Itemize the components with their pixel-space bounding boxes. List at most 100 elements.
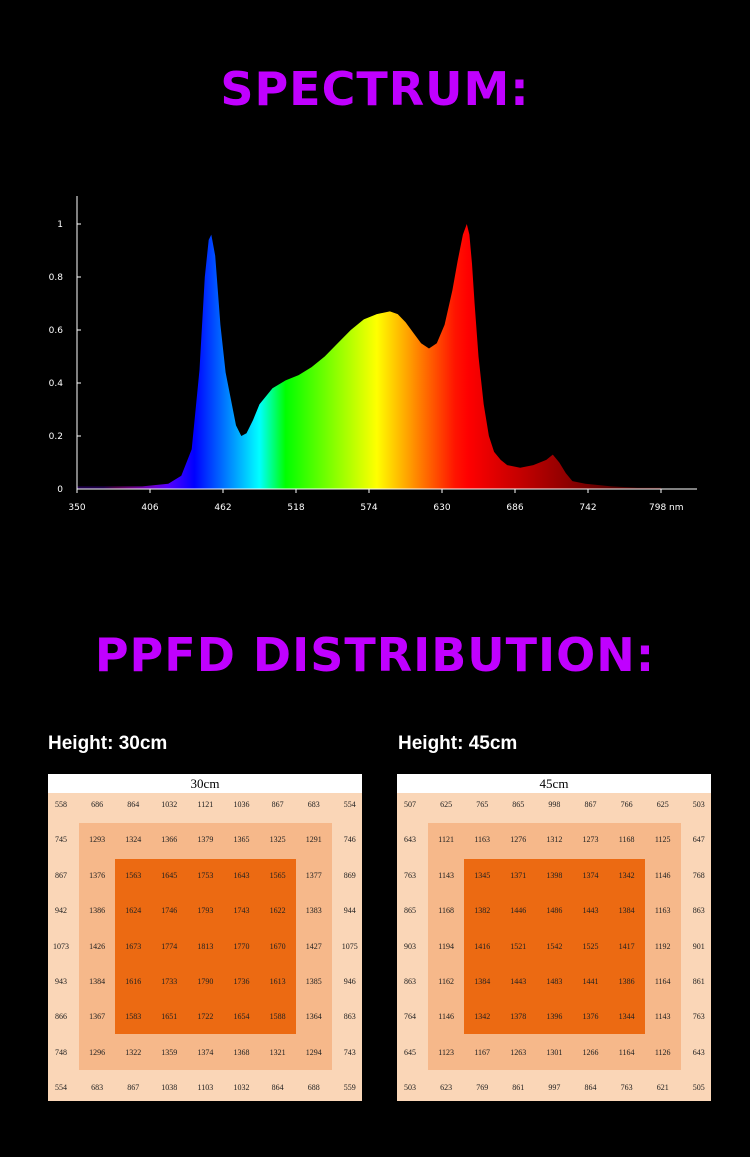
ppfd-cell: 1645 xyxy=(161,870,178,880)
ppfd-cell: 746 xyxy=(343,835,356,845)
ppfd-cell: 1126 xyxy=(654,1047,671,1057)
ppfd-grid-title: 45cm xyxy=(397,774,711,793)
ppfd-cell: 1416 xyxy=(474,941,491,951)
ppfd-cell: 861 xyxy=(692,977,705,986)
ppfd-cell: 643 xyxy=(404,835,416,845)
ppfd-cell: 763 xyxy=(692,1012,705,1022)
ppfd-cell: 1443 xyxy=(582,906,599,916)
ppfd-cell: 1163 xyxy=(474,835,491,845)
ppfd-cell: 1770 xyxy=(233,941,250,951)
ppfd-cell: 683 xyxy=(307,800,320,809)
ppfd-cell: 1417 xyxy=(618,941,635,951)
ppfd-cell: 867 xyxy=(55,870,67,880)
y-tick-label: 0.6 xyxy=(49,326,64,336)
ppfd-cell: 1374 xyxy=(582,870,599,880)
ppfd-cell: 998 xyxy=(548,800,561,809)
ppfd-cell: 559 xyxy=(343,1083,356,1093)
ppfd-cell: 1722 xyxy=(197,1012,214,1022)
ppfd-cell: 1194 xyxy=(438,941,454,951)
x-tick-label: 742 xyxy=(579,503,596,513)
ppfd-cell: 1325 xyxy=(269,835,286,845)
ppfd-cell: 1427 xyxy=(305,941,322,951)
ppfd-cell: 1746 xyxy=(161,906,178,916)
ppfd-cell: 1622 xyxy=(269,906,286,916)
ppfd-cell: 1396 xyxy=(546,1012,563,1022)
ppfd-cell: 1146 xyxy=(654,870,671,880)
ppfd-cell: 621 xyxy=(656,1083,669,1093)
ppfd-cell: 1296 xyxy=(89,1047,106,1057)
ppfd-cell: 1312 xyxy=(546,835,563,845)
ppfd-cell: 1324 xyxy=(125,835,142,845)
ppfd-cell: 869 xyxy=(343,870,356,880)
ppfd-cell: 1443 xyxy=(510,977,527,986)
ppfd-cell: 1441 xyxy=(582,977,599,986)
ppfd-cell: 1483 xyxy=(546,977,563,986)
ppfd-cell: 683 xyxy=(91,1083,104,1093)
ppfd-cell: 1790 xyxy=(197,977,214,986)
ppfd-cell: 1301 xyxy=(546,1047,563,1057)
ppfd-cell: 1384 xyxy=(89,977,106,986)
x-tick-label: 406 xyxy=(141,503,158,513)
ppfd-cell: 688 xyxy=(307,1083,320,1093)
ppfd-cell: 748 xyxy=(55,1047,67,1057)
ppfd-cell: 768 xyxy=(692,870,705,880)
ppfd-cell: 1446 xyxy=(510,906,527,916)
spectrum-chart: 0 0.2 0.4 0.6 0.8 1 350 406 462 518 574 630 686 742 79… xyxy=(49,196,697,513)
ppfd-cell: 1371 xyxy=(510,870,527,880)
ppfd-cell: 1167 xyxy=(474,1047,491,1057)
ppfd-cell: 997 xyxy=(548,1083,561,1093)
ppfd-cell: 1376 xyxy=(582,1012,599,1022)
ppfd-cell: 766 xyxy=(620,800,633,809)
ppfd-cell: 1293 xyxy=(89,835,106,845)
y-tick-label: 0.8 xyxy=(49,273,64,283)
y-tick-label: 0.2 xyxy=(49,432,63,442)
ppfd-cell: 1073 xyxy=(53,941,69,951)
ppfd-cell: 643 xyxy=(692,1047,705,1057)
ppfd-cell: 1276 xyxy=(510,835,527,845)
ppfd-cell: 1651 xyxy=(161,1012,178,1022)
ppfd-cell: 1643 xyxy=(233,870,250,880)
ppfd-cell: 1670 xyxy=(269,941,286,951)
ppfd-cell: 1386 xyxy=(618,977,635,986)
ppfd-core-zone xyxy=(115,858,296,1035)
ppfd-cell: 625 xyxy=(440,800,453,809)
x-tick-label: 350 xyxy=(68,503,85,513)
ppfd-cell: 864 xyxy=(271,1083,284,1093)
ppfd-cell: 1384 xyxy=(618,906,635,916)
ppfd-cell: 1398 xyxy=(546,870,563,880)
ppfd-cell: 1486 xyxy=(546,906,563,916)
x-tick-label: 574 xyxy=(360,503,377,513)
ppfd-cell: 865 xyxy=(512,800,525,809)
ppfd-cell: 863 xyxy=(343,1012,356,1022)
ppfd-cell: 1654 xyxy=(233,1012,250,1022)
ppfd-cell: 946 xyxy=(343,977,356,986)
ppfd-cell: 867 xyxy=(127,1083,140,1093)
ppfd-cell: 1121 xyxy=(197,800,214,809)
ppfd-cell: 554 xyxy=(343,800,356,809)
ppfd-cell: 765 xyxy=(476,800,489,809)
ppfd-cell: 1032 xyxy=(161,800,178,809)
ppfd-cell: 686 xyxy=(91,800,104,809)
ppfd-cell: 647 xyxy=(692,835,705,845)
ppfd-cell: 1624 xyxy=(125,906,142,916)
ppfd-cell: 1038 xyxy=(161,1083,178,1093)
ppfd-cell: 1123 xyxy=(438,1047,454,1057)
ppfd-cell: 645 xyxy=(404,1047,416,1057)
y-tick-label: 1 xyxy=(57,220,63,230)
ppfd-cell: 944 xyxy=(343,906,356,916)
spectrum-heading: SPECTRUM: xyxy=(220,62,530,116)
ppfd-cell: 1168 xyxy=(438,906,454,916)
ppfd-heading: PPFD DISTRIBUTION: xyxy=(94,628,656,682)
ppfd-cell: 1525 xyxy=(582,941,599,951)
x-tick-label: 518 xyxy=(287,503,304,513)
ppfd-cell: 1383 xyxy=(305,906,322,916)
ppfd-cell: 863 xyxy=(692,906,705,916)
ppfd-cell: 1075 xyxy=(341,941,358,951)
ppfd-cell: 1583 xyxy=(125,1012,142,1022)
ppfd-cell: 864 xyxy=(127,800,140,809)
ppfd-cell: 1613 xyxy=(269,977,286,986)
ppfd-cell: 1542 xyxy=(546,941,563,951)
ppfd-cell: 1342 xyxy=(474,1012,491,1022)
ppfd-cell: 866 xyxy=(55,1012,67,1022)
ppfd-cell: 1793 xyxy=(197,906,214,916)
